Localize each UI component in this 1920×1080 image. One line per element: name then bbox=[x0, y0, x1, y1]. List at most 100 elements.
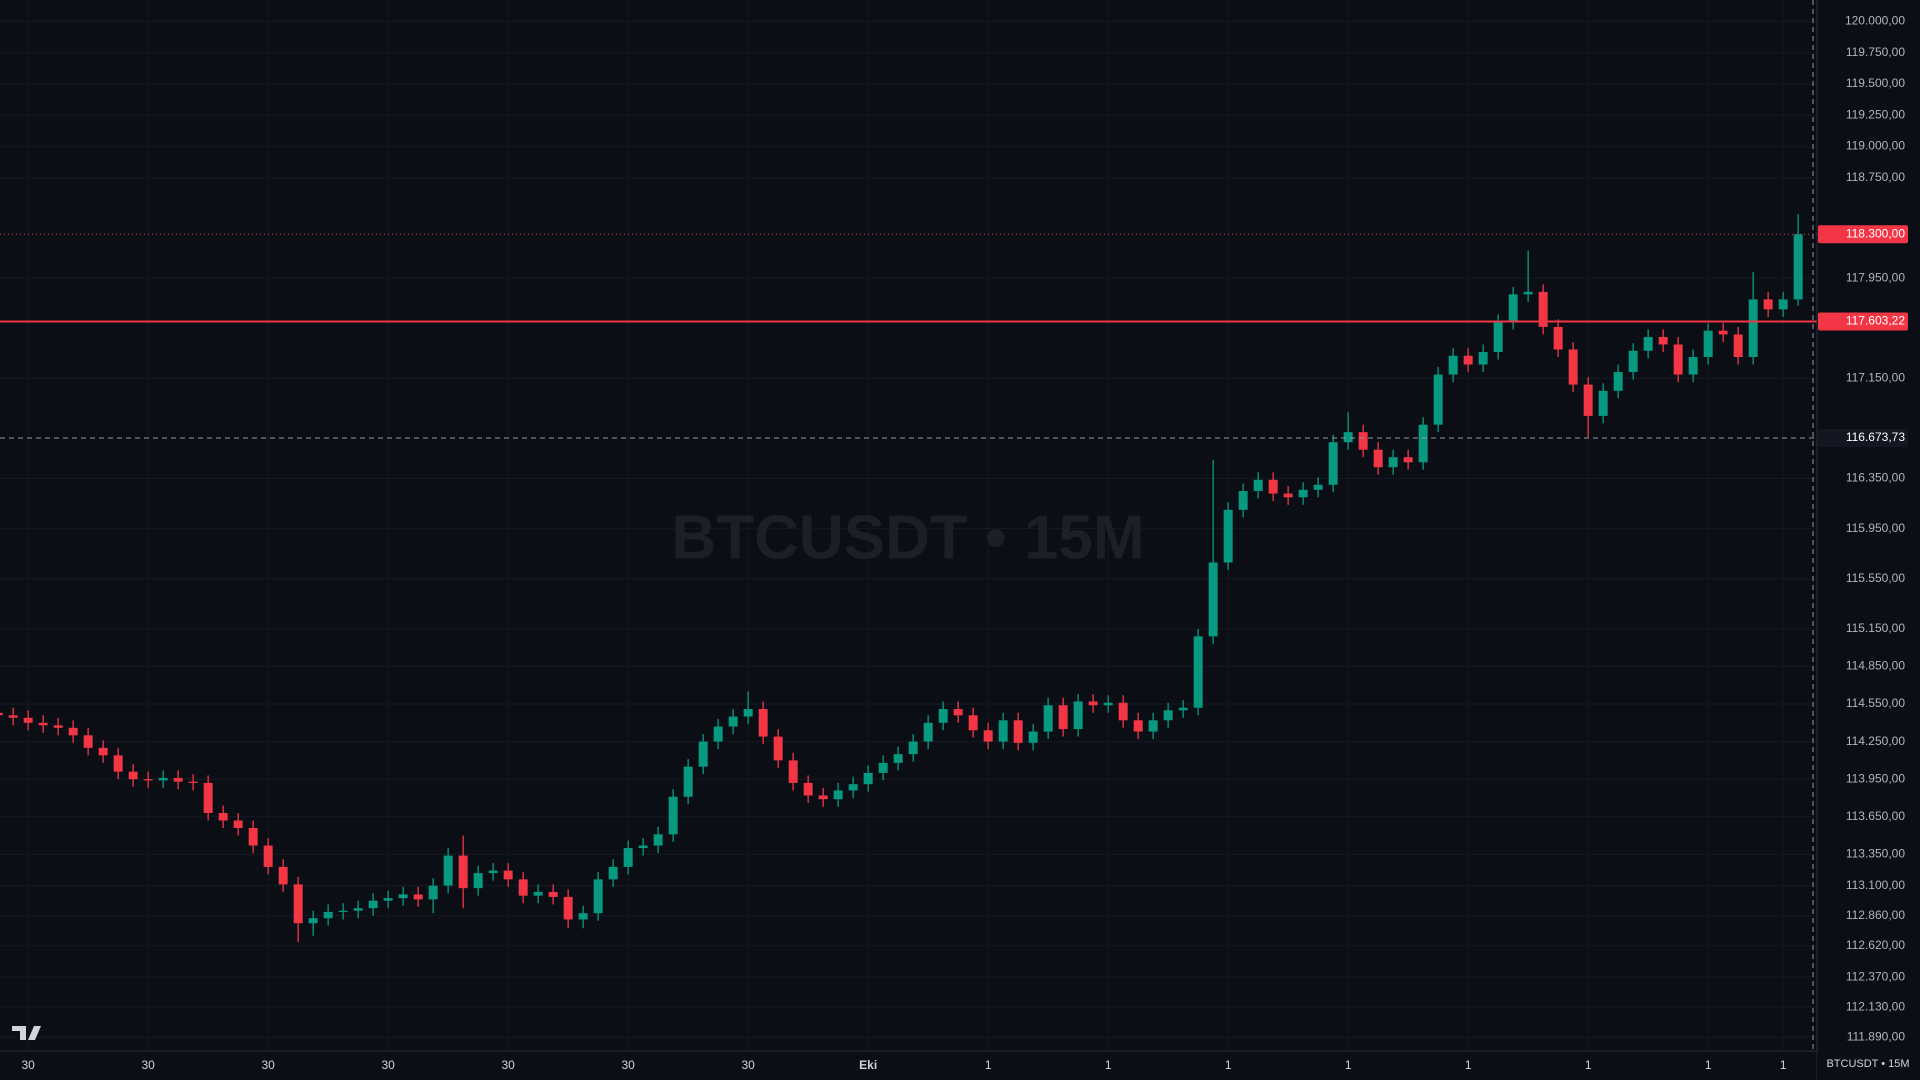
candle-body bbox=[1388, 457, 1398, 468]
candle-body bbox=[1673, 344, 1683, 375]
candle-body bbox=[1253, 479, 1263, 492]
x-tick-label: 1 bbox=[985, 1058, 992, 1072]
candle-body bbox=[233, 820, 243, 829]
candle-body bbox=[1778, 299, 1788, 310]
candle-body bbox=[833, 790, 843, 800]
x-tick-label: 1 bbox=[1345, 1058, 1352, 1072]
candle-body bbox=[803, 782, 813, 796]
candle-body bbox=[23, 717, 33, 723]
candle-body bbox=[353, 908, 363, 911]
y-tick-label: 117.150,00 bbox=[1846, 370, 1905, 384]
x-tick-label: 30 bbox=[21, 1058, 35, 1072]
candle-body bbox=[473, 873, 483, 889]
candle-body bbox=[113, 755, 123, 772]
candle-body bbox=[548, 891, 558, 897]
candle-body bbox=[1418, 424, 1428, 463]
candle-body bbox=[1103, 702, 1113, 706]
candle-body bbox=[488, 870, 498, 874]
candle-body bbox=[638, 845, 648, 849]
candle-body bbox=[1163, 710, 1173, 721]
candle-body bbox=[1568, 349, 1578, 385]
candle-body bbox=[1373, 449, 1383, 468]
y-tick-label: 112.370,00 bbox=[1846, 969, 1905, 983]
x-tick-label: 30 bbox=[621, 1058, 635, 1072]
candle-body bbox=[653, 834, 663, 846]
candle-body bbox=[728, 716, 738, 727]
y-tick-label: 119.000,00 bbox=[1846, 139, 1905, 153]
y-tick-label: 112.620,00 bbox=[1846, 938, 1905, 952]
y-tick-label: 115.950,00 bbox=[1846, 521, 1905, 535]
candle-body bbox=[38, 722, 48, 726]
candle-body bbox=[878, 762, 888, 773]
candle-body bbox=[1088, 701, 1098, 706]
candle-body bbox=[563, 896, 573, 920]
candle-body bbox=[998, 720, 1008, 742]
x-tick-label: 1 bbox=[1585, 1058, 1592, 1072]
candle-body bbox=[1793, 234, 1803, 300]
candle-body bbox=[1463, 355, 1473, 365]
x-tick-label: 1 bbox=[1225, 1058, 1232, 1072]
candle-body bbox=[773, 736, 783, 761]
candle-body bbox=[1553, 326, 1563, 350]
x-tick-label: 1 bbox=[1705, 1058, 1712, 1072]
candle-body bbox=[1238, 491, 1248, 510]
candle-body bbox=[1613, 372, 1623, 391]
candle-body bbox=[8, 715, 18, 718]
candle-body bbox=[218, 812, 228, 821]
candle-body bbox=[1628, 350, 1638, 373]
candle-body bbox=[98, 747, 108, 756]
y-tick-label: 111.890,00 bbox=[1847, 1029, 1906, 1043]
candle-body bbox=[1448, 355, 1458, 375]
candle-body bbox=[1643, 336, 1653, 351]
x-tick-label: 30 bbox=[141, 1058, 155, 1072]
candle-body bbox=[1493, 321, 1503, 353]
candle-body bbox=[1073, 701, 1083, 730]
y-tick-label: 114.550,00 bbox=[1846, 696, 1905, 710]
x-tick-label: 30 bbox=[381, 1058, 395, 1072]
y-tick-label: 112.860,00 bbox=[1846, 908, 1905, 922]
x-tick-label: 30 bbox=[261, 1058, 275, 1072]
candle-body bbox=[248, 828, 258, 846]
candle-body bbox=[263, 845, 273, 867]
y-tick-label: 120.000,00 bbox=[1845, 13, 1905, 27]
price-label-box bbox=[1818, 225, 1908, 244]
candle-body bbox=[1688, 357, 1698, 375]
candle-body bbox=[818, 795, 828, 800]
candle-body bbox=[1658, 336, 1668, 345]
candle-body bbox=[413, 894, 423, 900]
candle-body bbox=[1358, 432, 1368, 450]
candle-body bbox=[1598, 390, 1608, 416]
candle-body bbox=[1118, 702, 1128, 721]
candle-body bbox=[863, 772, 873, 785]
symbol-label: BTCUSDT • 15M bbox=[1826, 1058, 1909, 1070]
y-tick-label: 114.250,00 bbox=[1846, 734, 1905, 748]
logo-shape bbox=[12, 1026, 41, 1040]
candle-body bbox=[158, 777, 168, 781]
y-tick-label: 112.130,00 bbox=[1846, 999, 1905, 1013]
y-tick-label: 119.500,00 bbox=[1846, 76, 1905, 90]
candle-body bbox=[893, 754, 903, 763]
candle-body bbox=[1763, 299, 1773, 310]
candle-body bbox=[1283, 493, 1293, 498]
candle-body bbox=[0, 712, 3, 716]
candle-body bbox=[908, 741, 918, 755]
candle-body bbox=[323, 911, 333, 919]
candle-body bbox=[1343, 432, 1353, 443]
candle-body bbox=[668, 796, 678, 835]
x-tick-label: 1 bbox=[1105, 1058, 1112, 1072]
candle-body bbox=[593, 879, 603, 914]
candle-body bbox=[1148, 720, 1158, 732]
candle-body bbox=[713, 726, 723, 742]
candle-body bbox=[1583, 384, 1593, 416]
candle-body bbox=[848, 784, 858, 791]
candle-body bbox=[1328, 442, 1338, 485]
candle-body bbox=[293, 884, 303, 924]
x-tick-label: 30 bbox=[501, 1058, 515, 1072]
y-tick-label: 118.750,00 bbox=[1846, 170, 1905, 184]
y-tick-label: 114.850,00 bbox=[1846, 659, 1905, 673]
x-tick-label: 1 bbox=[1465, 1058, 1472, 1072]
y-tick-label: 117.950,00 bbox=[1846, 270, 1905, 284]
candle-body bbox=[1013, 720, 1023, 743]
candle-body bbox=[308, 918, 318, 924]
candle-body bbox=[938, 709, 948, 723]
